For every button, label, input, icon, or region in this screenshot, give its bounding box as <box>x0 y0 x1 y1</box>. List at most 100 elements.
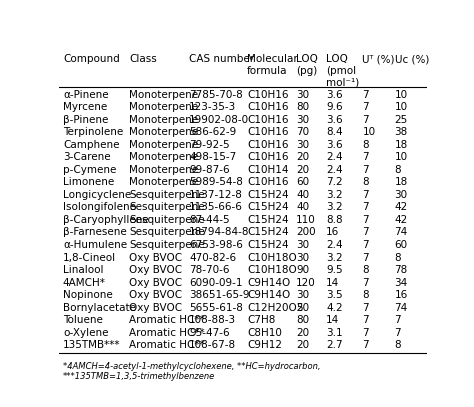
Text: 7: 7 <box>363 115 369 125</box>
Text: 50: 50 <box>296 303 309 313</box>
Text: 8: 8 <box>363 290 369 300</box>
Text: 2.4: 2.4 <box>326 240 343 250</box>
Text: 7: 7 <box>363 340 369 350</box>
Text: Bornylacetate: Bornylacetate <box>63 303 136 313</box>
Text: 1137-12-8: 1137-12-8 <box>189 190 243 200</box>
Text: 7785-70-8: 7785-70-8 <box>189 90 243 100</box>
Text: 6090-09-1: 6090-09-1 <box>189 278 243 288</box>
Text: 8.4: 8.4 <box>326 127 343 137</box>
Text: C15H24: C15H24 <box>247 240 289 250</box>
Text: 30: 30 <box>394 190 408 200</box>
Text: 14: 14 <box>326 278 339 288</box>
Text: 7: 7 <box>363 328 369 338</box>
Text: 135TMB***: 135TMB*** <box>63 340 120 350</box>
Text: 8: 8 <box>394 165 401 175</box>
Text: C10H16: C10H16 <box>247 177 288 187</box>
Text: 38651-65-9: 38651-65-9 <box>189 290 250 300</box>
Text: 2.7: 2.7 <box>326 340 343 350</box>
Text: 80: 80 <box>296 102 309 112</box>
Text: 1,8-Cineol: 1,8-Cineol <box>63 253 116 263</box>
Text: Longicyclene: Longicyclene <box>63 190 131 200</box>
Text: 30: 30 <box>296 253 309 263</box>
Text: 20: 20 <box>296 340 309 350</box>
Text: 7: 7 <box>363 202 369 212</box>
Text: 7: 7 <box>363 240 369 250</box>
Text: C9H14O: C9H14O <box>247 278 290 288</box>
Text: C10H16: C10H16 <box>247 90 288 100</box>
Text: 7: 7 <box>363 303 369 313</box>
Text: Nopinone: Nopinone <box>63 290 113 300</box>
Text: C10H14: C10H14 <box>247 165 288 175</box>
Text: 78-70-6: 78-70-6 <box>189 265 229 275</box>
Text: Aromatic HC**: Aromatic HC** <box>129 328 205 338</box>
Text: Limonene: Limonene <box>63 177 114 187</box>
Text: C15H24: C15H24 <box>247 228 289 238</box>
Text: Camphene: Camphene <box>63 140 119 150</box>
Text: CAS number: CAS number <box>189 55 254 64</box>
Text: LOQ
(pg): LOQ (pg) <box>296 55 318 76</box>
Text: 60: 60 <box>296 177 309 187</box>
Text: 30: 30 <box>296 115 309 125</box>
Text: 78: 78 <box>394 265 408 275</box>
Text: 4.2: 4.2 <box>326 303 343 313</box>
Text: 7: 7 <box>363 278 369 288</box>
Text: 30: 30 <box>296 290 309 300</box>
Text: C15H24: C15H24 <box>247 190 289 200</box>
Text: Oxy BVOC: Oxy BVOC <box>129 303 182 313</box>
Text: Molecular
formula: Molecular formula <box>247 55 298 76</box>
Text: 20: 20 <box>296 152 309 162</box>
Text: 3.5: 3.5 <box>326 290 343 300</box>
Text: 95-47-6: 95-47-6 <box>189 328 230 338</box>
Text: 7: 7 <box>363 315 369 325</box>
Text: 7: 7 <box>363 165 369 175</box>
Text: 60: 60 <box>394 240 408 250</box>
Text: C10H16: C10H16 <box>247 152 288 162</box>
Text: C12H20O2: C12H20O2 <box>247 303 303 313</box>
Text: 74: 74 <box>394 228 408 238</box>
Text: 3.2: 3.2 <box>326 190 343 200</box>
Text: 30: 30 <box>296 140 309 150</box>
Text: 30: 30 <box>296 240 309 250</box>
Text: β-Pinene: β-Pinene <box>63 115 108 125</box>
Text: 8: 8 <box>394 253 401 263</box>
Text: 18: 18 <box>394 140 408 150</box>
Text: Sesquiterpene: Sesquiterpene <box>129 202 205 212</box>
Text: Aromatic HC**: Aromatic HC** <box>129 340 205 350</box>
Text: Linalool: Linalool <box>63 265 103 275</box>
Text: 99-87-6: 99-87-6 <box>189 165 230 175</box>
Text: 38: 38 <box>394 127 408 137</box>
Text: 3-Carene: 3-Carene <box>63 152 110 162</box>
Text: 7: 7 <box>363 90 369 100</box>
Text: 3.2: 3.2 <box>326 202 343 212</box>
Text: o-Xylene: o-Xylene <box>63 328 109 338</box>
Text: Oxy BVOC: Oxy BVOC <box>129 265 182 275</box>
Text: C10H16: C10H16 <box>247 115 288 125</box>
Text: 200: 200 <box>296 228 316 238</box>
Text: 1135-66-6: 1135-66-6 <box>189 202 243 212</box>
Text: 7: 7 <box>363 253 369 263</box>
Text: C15H24: C15H24 <box>247 202 289 212</box>
Text: 18794-84-8: 18794-84-8 <box>189 228 250 238</box>
Text: 110: 110 <box>296 215 316 225</box>
Text: 5989-54-8: 5989-54-8 <box>189 177 243 187</box>
Text: 7: 7 <box>394 315 401 325</box>
Text: C7H8: C7H8 <box>247 315 275 325</box>
Text: 10: 10 <box>394 102 408 112</box>
Text: 8: 8 <box>363 265 369 275</box>
Text: 5655-61-8: 5655-61-8 <box>189 303 243 313</box>
Text: 7: 7 <box>394 328 401 338</box>
Text: 586-62-9: 586-62-9 <box>189 127 237 137</box>
Text: Oxy BVOC: Oxy BVOC <box>129 278 182 288</box>
Text: 498-15-7: 498-15-7 <box>189 152 237 162</box>
Text: 3.2: 3.2 <box>326 253 343 263</box>
Text: Isolongifolene: Isolongifolene <box>63 202 136 212</box>
Text: 19902-08-0: 19902-08-0 <box>189 115 249 125</box>
Text: 3.1: 3.1 <box>326 328 343 338</box>
Text: 90: 90 <box>296 265 309 275</box>
Text: 42: 42 <box>394 215 408 225</box>
Text: 10: 10 <box>363 127 375 137</box>
Text: 7.2: 7.2 <box>326 177 343 187</box>
Text: 7: 7 <box>363 190 369 200</box>
Text: 70: 70 <box>296 127 309 137</box>
Text: 10: 10 <box>394 90 408 100</box>
